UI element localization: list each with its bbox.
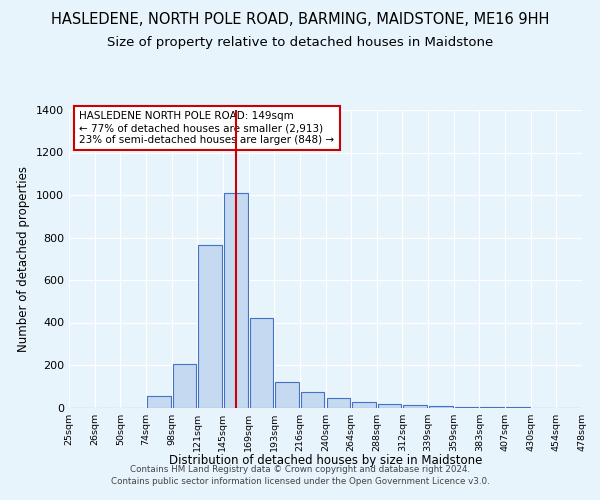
Bar [378,404,401,407]
X-axis label: Distribution of detached houses by size in Maidstone: Distribution of detached houses by size … [169,454,482,466]
Y-axis label: Number of detached properties: Number of detached properties [17,166,31,352]
Bar [429,406,453,408]
Text: Contains public sector information licensed under the Open Government Licence v3: Contains public sector information licen… [110,477,490,486]
Bar [147,396,170,407]
Text: HASLEDENE NORTH POLE ROAD: 149sqm
← 77% of detached houses are smaller (2,913)
2: HASLEDENE NORTH POLE ROAD: 149sqm ← 77% … [79,112,334,144]
Text: HASLEDENE, NORTH POLE ROAD, BARMING, MAIDSTONE, ME16 9HH: HASLEDENE, NORTH POLE ROAD, BARMING, MAI… [51,12,549,28]
Bar [301,392,325,407]
Bar [326,398,350,407]
Text: Contains HM Land Registry data © Crown copyright and database right 2024.: Contains HM Land Registry data © Crown c… [130,465,470,474]
Bar [403,406,427,407]
Bar [224,193,248,408]
Bar [173,364,196,408]
Text: Size of property relative to detached houses in Maidstone: Size of property relative to detached ho… [107,36,493,49]
Bar [198,245,222,408]
Bar [455,407,478,408]
Bar [352,402,376,407]
Bar [275,382,299,407]
Bar [250,318,273,408]
